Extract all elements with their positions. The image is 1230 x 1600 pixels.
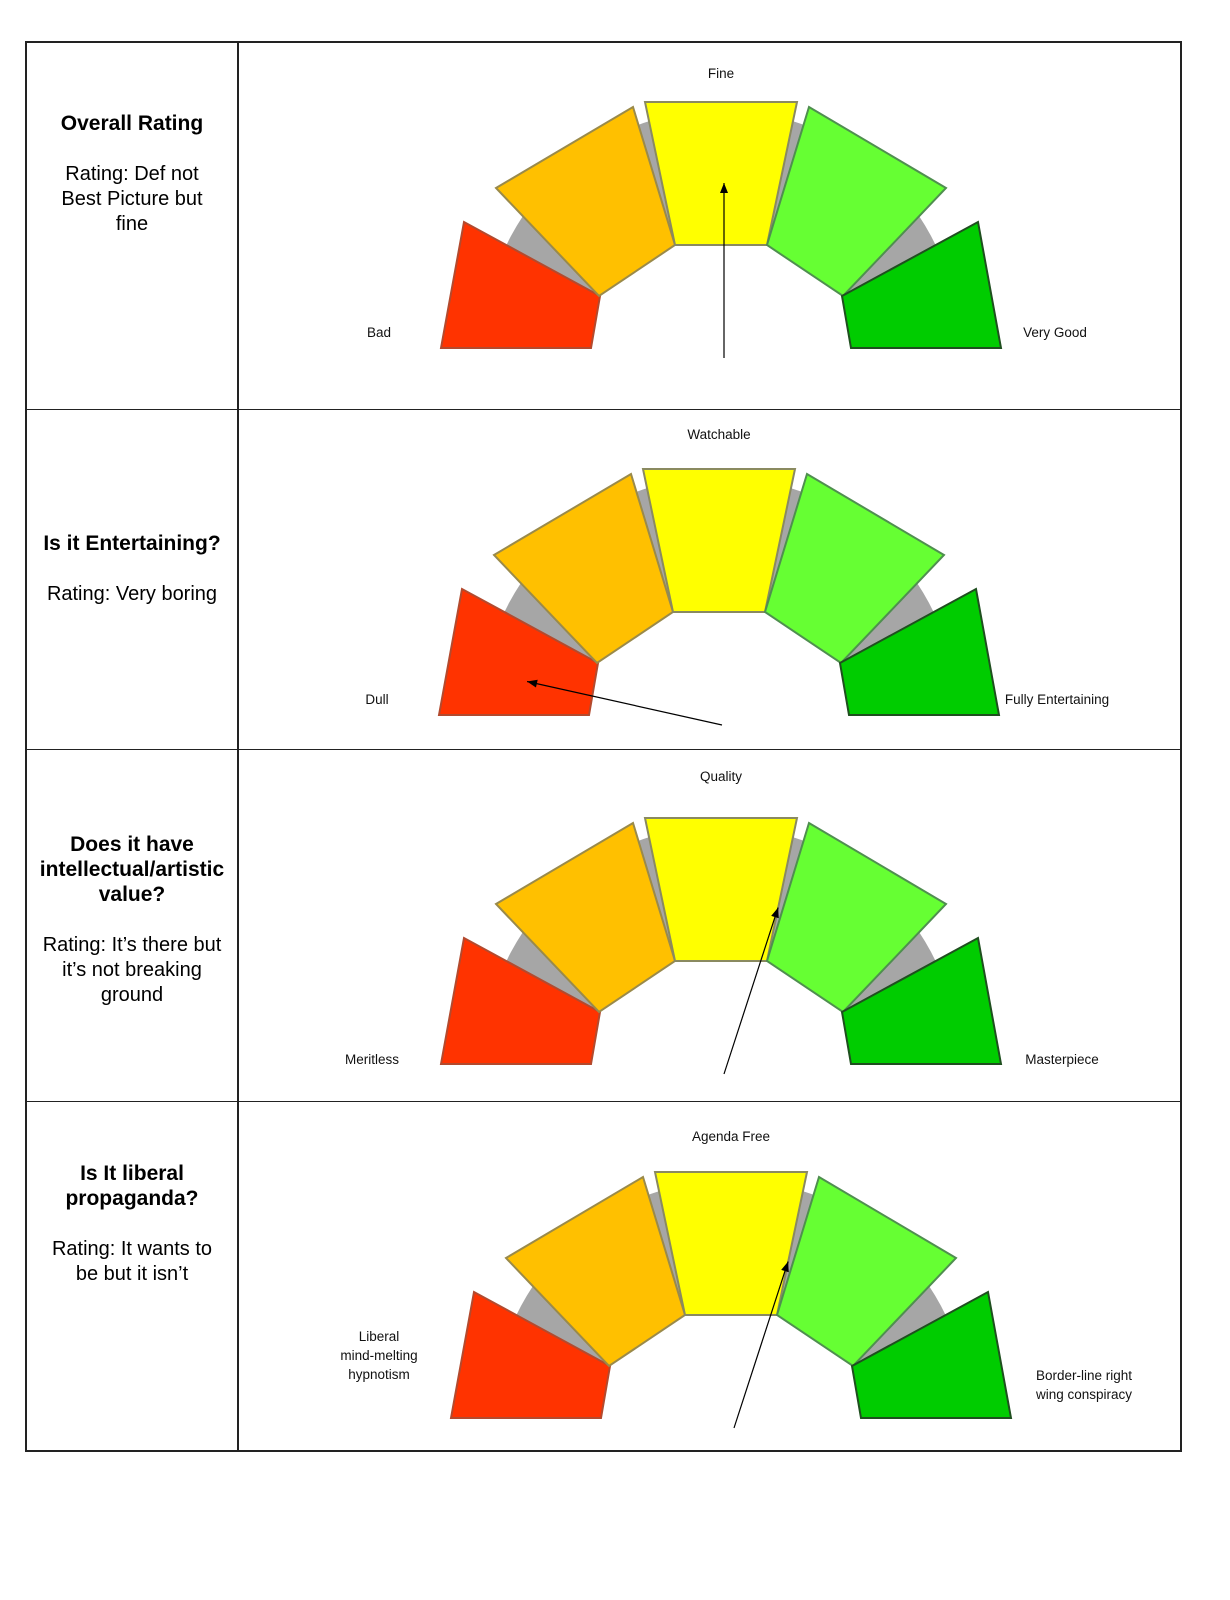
- question-title: Is It liberal propaganda?: [65, 1162, 199, 1210]
- gauge-needle-arrowhead: [771, 907, 779, 919]
- gauge-left-label: Liberal mind-melting hypnotism: [340, 1329, 417, 1382]
- rating-text: Rating: It wants to be but it isn’t: [51, 1238, 213, 1285]
- light-green-segment: [775, 1175, 958, 1368]
- row-label-propaganda: Is It liberal propaganda? Rating: It wan…: [27, 1101, 237, 1452]
- gauge-left-label: Dull: [365, 692, 388, 707]
- gauge-right-label: Fully Entertaining: [1005, 692, 1109, 707]
- gauge-needle-arrowhead: [527, 679, 538, 688]
- rating-table: Overall Rating Rating: Def not Best Pict…: [25, 41, 1182, 1452]
- gauge-needle-arrowhead: [720, 183, 728, 193]
- gauge-artistic: Quality Meritless Masterpiece: [345, 769, 1099, 1075]
- question-block: Is It liberal propaganda? Rating: It wan…: [35, 1161, 229, 1287]
- row-divider: [27, 409, 1180, 410]
- gauge-needle-arrowhead: [781, 1261, 789, 1273]
- row-label-artistic: Does it have intellectual/artistic value…: [27, 749, 237, 1101]
- question-block: Is it Entertaining? Rating: Very boring: [43, 531, 220, 607]
- gauge-needle: [723, 907, 779, 1075]
- gauge-entertaining: Watchable Dull Fully Entertaining: [365, 427, 1109, 726]
- gauge-needle: [733, 1261, 789, 1429]
- dark-green-segment: [840, 220, 1003, 349]
- gauge-top-label: Watchable: [687, 427, 750, 442]
- gauge-top-label: Fine: [708, 66, 734, 81]
- question-block: Overall Rating Rating: Def not Best Pict…: [35, 111, 229, 237]
- gauge-left-label: Bad: [367, 325, 391, 340]
- gauge-left-label: Meritless: [345, 1052, 399, 1067]
- question-title: Overall Rating: [60, 111, 204, 135]
- light-green-segment: [765, 105, 948, 298]
- row-label-overall: Overall Rating Rating: Def not Best Pict…: [27, 43, 237, 409]
- question-title: Does it have intellectual/artistic value…: [39, 833, 225, 906]
- row-divider: [27, 1101, 1180, 1102]
- light-green-segment: [765, 821, 948, 1014]
- gauge-right-label: Border-line right wing conspiracy: [1035, 1368, 1132, 1402]
- gauge-needle: [526, 680, 723, 726]
- rating-text: Rating: It’s there but it’s not breaking…: [42, 934, 222, 1006]
- question-block: Does it have intellectual/artistic value…: [35, 832, 229, 1008]
- dark-green-segment: [838, 587, 1001, 716]
- rating-text: Rating: Very boring: [46, 583, 218, 605]
- row-label-entertaining: Is it Entertaining? Rating: Very boring: [27, 409, 237, 749]
- gauge-overall: Fine Bad Very Good: [367, 66, 1087, 358]
- gauge-right-label: Very Good: [1023, 325, 1087, 340]
- dark-green-segment: [850, 1290, 1013, 1419]
- dark-green-segment: [840, 936, 1003, 1065]
- row-divider: [27, 749, 1180, 750]
- rating-text: Rating: Def not Best Picture but fine: [61, 162, 203, 235]
- gauge-right-label: Masterpiece: [1025, 1052, 1099, 1067]
- gauge-top-label: Quality: [700, 769, 742, 784]
- gauge-propaganda: Agenda Free Liberal mind-melting hypnotism B…: [340, 1129, 1132, 1429]
- light-green-segment: [763, 472, 946, 665]
- column-divider: [237, 43, 239, 1450]
- gauge-top-label: Agenda Free: [692, 1129, 770, 1144]
- question-title: Is it Entertaining?: [43, 532, 221, 555]
